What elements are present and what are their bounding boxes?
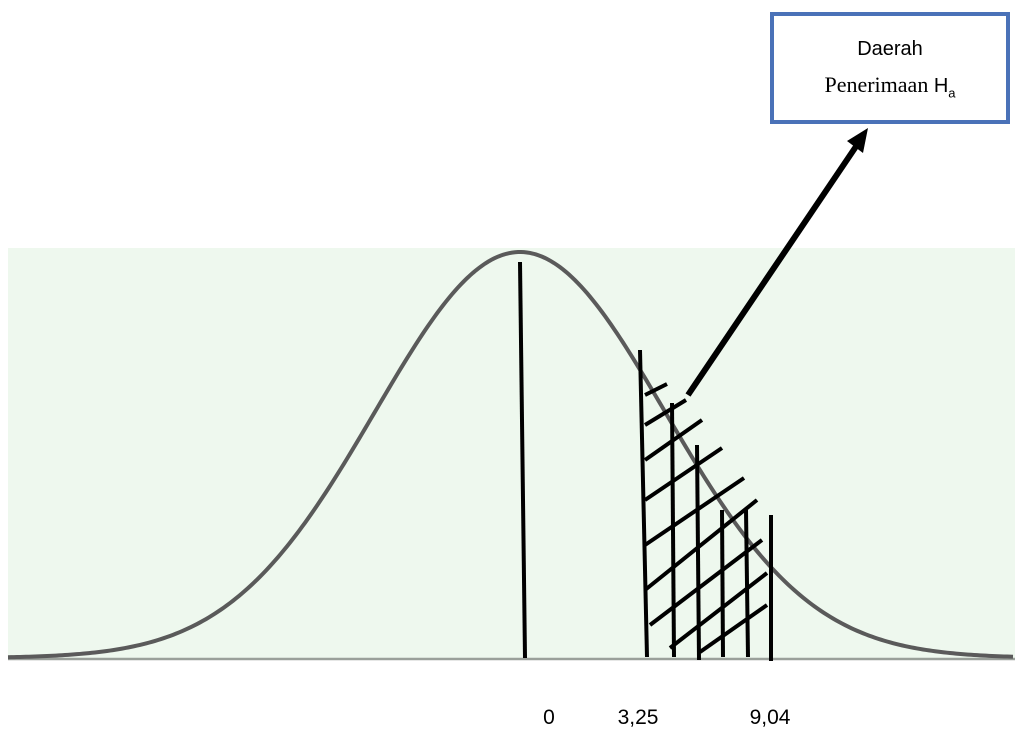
hypothesis-symbol: H [933, 75, 949, 97]
hatch-diagonal [643, 418, 704, 462]
left-boundary-line [638, 349, 649, 658]
arrow-head [847, 128, 868, 153]
hatch-vertical [744, 509, 750, 658]
hatch-vertical [670, 402, 676, 658]
tick-label-zero: 0 [543, 706, 555, 729]
hatch-diagonal [698, 603, 769, 654]
arrow-shaft [685, 143, 860, 397]
hypothesis-subscript: a [948, 85, 956, 101]
callout-term: Penerimaan [824, 72, 934, 97]
callout-line-2: Penerimaan Ha [774, 72, 1006, 100]
hatch-diagonal [643, 476, 746, 547]
hatch-diagonal [644, 382, 668, 397]
plot-background [8, 248, 1015, 658]
tick-label-critical: 3,25 [617, 706, 659, 729]
shaded-acceptance-region [638, 349, 773, 661]
hatch-diagonal [668, 571, 769, 650]
hatch-diagonal [643, 398, 688, 427]
hatch-diagonal [648, 538, 764, 627]
hatch-diagonal [643, 446, 724, 502]
callout-line-1: Daerah [857, 38, 923, 60]
tick-label-computed: 9,04 [749, 706, 791, 729]
bell-curve [7, 250, 1014, 660]
acceptance-region-callout: Daerah Penerimaan Ha [770, 12, 1010, 124]
center-line [518, 261, 527, 659]
hatch-diagonal [643, 498, 759, 592]
callout-arrow [685, 128, 868, 397]
hatch-vertical [720, 509, 725, 658]
